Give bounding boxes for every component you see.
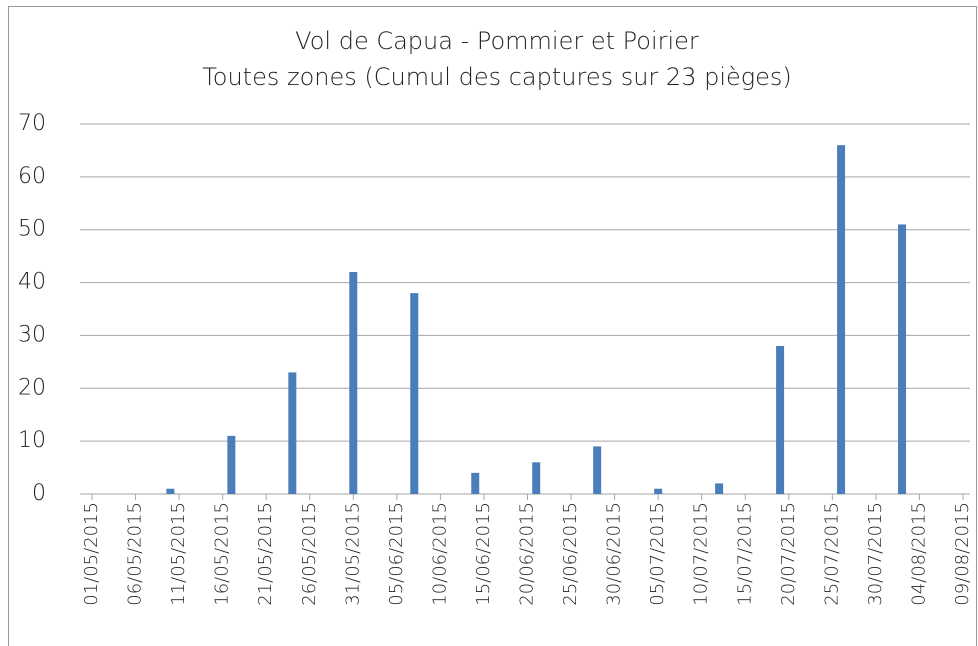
bar <box>166 488 175 494</box>
y-tick-label: 10 <box>18 428 46 453</box>
x-tick-label: 16/05/2015 <box>212 502 233 606</box>
x-tick-label: 26/05/2015 <box>299 502 320 606</box>
bar <box>898 224 907 494</box>
x-tick-label: 15/07/2015 <box>734 502 755 606</box>
bar <box>654 488 663 494</box>
x-tick-label: 31/05/2015 <box>342 502 363 606</box>
x-tick-label: 10/06/2015 <box>429 502 450 606</box>
x-tick-label: 01/05/2015 <box>81 502 102 606</box>
chart-title: Vol de Capua - Pommier et Poirier <box>295 27 699 55</box>
x-tick-label: 09/08/2015 <box>952 502 973 606</box>
bar <box>532 462 541 494</box>
bar <box>288 372 297 494</box>
x-tick-label: 20/06/2015 <box>517 502 538 606</box>
y-tick-label: 60 <box>18 164 46 189</box>
chart-border <box>8 6 977 646</box>
x-tick-label: 20/07/2015 <box>778 502 799 606</box>
y-tick-label: 30 <box>18 322 46 347</box>
chart-subtitle: Toutes zones (Cumul des captures sur 23 … <box>202 63 792 91</box>
bar <box>410 293 419 494</box>
x-tick-label: 05/06/2015 <box>386 502 407 606</box>
bar <box>593 446 602 494</box>
bar <box>227 435 236 494</box>
bar <box>776 346 785 494</box>
x-tick-label: 10/07/2015 <box>691 502 712 606</box>
x-tick-label: 25/07/2015 <box>821 502 842 606</box>
y-tick-label: 0 <box>32 481 46 506</box>
x-tick-label: 30/07/2015 <box>865 502 886 606</box>
y-tick-label: 50 <box>18 217 46 242</box>
y-tick-label: 70 <box>18 111 46 136</box>
y-tick-label: 40 <box>18 270 46 295</box>
bar <box>837 145 846 494</box>
x-tick-label: 21/05/2015 <box>255 502 276 606</box>
bar <box>715 483 724 494</box>
x-tick-label: 04/08/2015 <box>908 502 929 606</box>
x-tick-label: 05/07/2015 <box>647 502 668 606</box>
x-tick-label: 25/06/2015 <box>560 502 581 606</box>
x-tick-label: 30/06/2015 <box>604 502 625 606</box>
x-tick-label: 15/06/2015 <box>473 502 494 606</box>
x-tick-label: 06/05/2015 <box>125 502 146 606</box>
x-tick-label: 11/05/2015 <box>168 502 189 606</box>
y-tick-label: 20 <box>18 375 46 400</box>
bar <box>349 272 358 494</box>
bar <box>471 472 480 494</box>
